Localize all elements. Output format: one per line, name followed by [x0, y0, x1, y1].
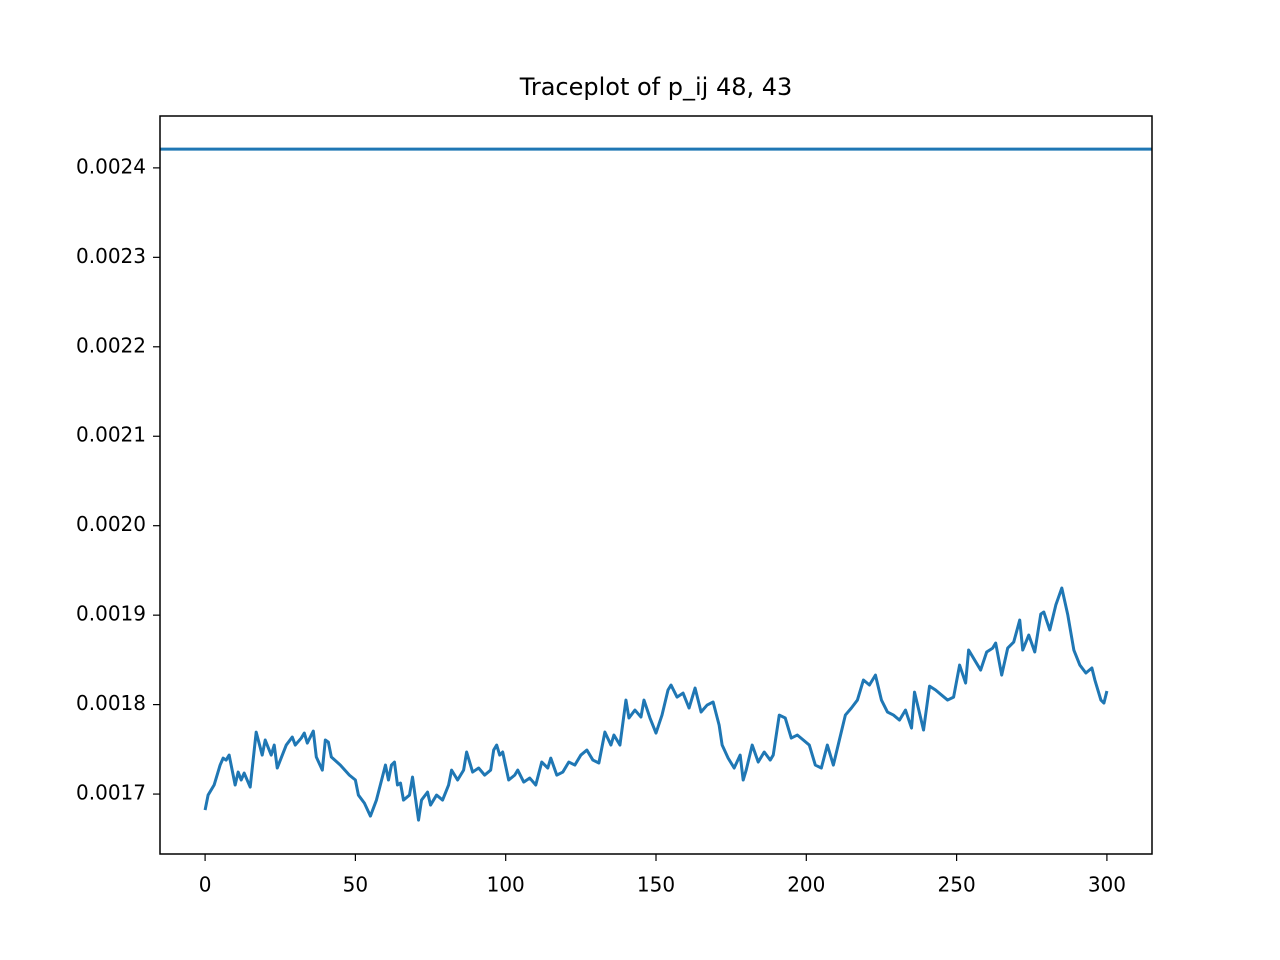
y-tick-label: 0.0024 — [76, 154, 146, 178]
y-tick-label: 0.0021 — [76, 423, 146, 447]
y-tick-label: 0.0020 — [76, 512, 146, 536]
x-tick-label: 50 — [343, 873, 368, 897]
x-tick-label: 100 — [487, 873, 525, 897]
x-tick-label: 300 — [1088, 873, 1126, 897]
plot-frame — [159, 115, 1153, 855]
trace-line — [203, 586, 1109, 822]
y-tick-label: 0.0023 — [76, 244, 146, 268]
y-tick-label: 0.0022 — [76, 333, 146, 357]
x-tick-label: 0 — [199, 873, 212, 897]
x-tick-label: 150 — [637, 873, 675, 897]
y-tick-label: 0.0017 — [76, 781, 146, 805]
x-tick-label: 250 — [938, 873, 976, 897]
chart-title: Traceplot of p_ij 48, 43 — [519, 73, 793, 101]
y-tick-label: 0.0018 — [76, 691, 146, 715]
x-tick-label: 200 — [787, 873, 825, 897]
y-tick-label: 0.0019 — [76, 602, 146, 626]
